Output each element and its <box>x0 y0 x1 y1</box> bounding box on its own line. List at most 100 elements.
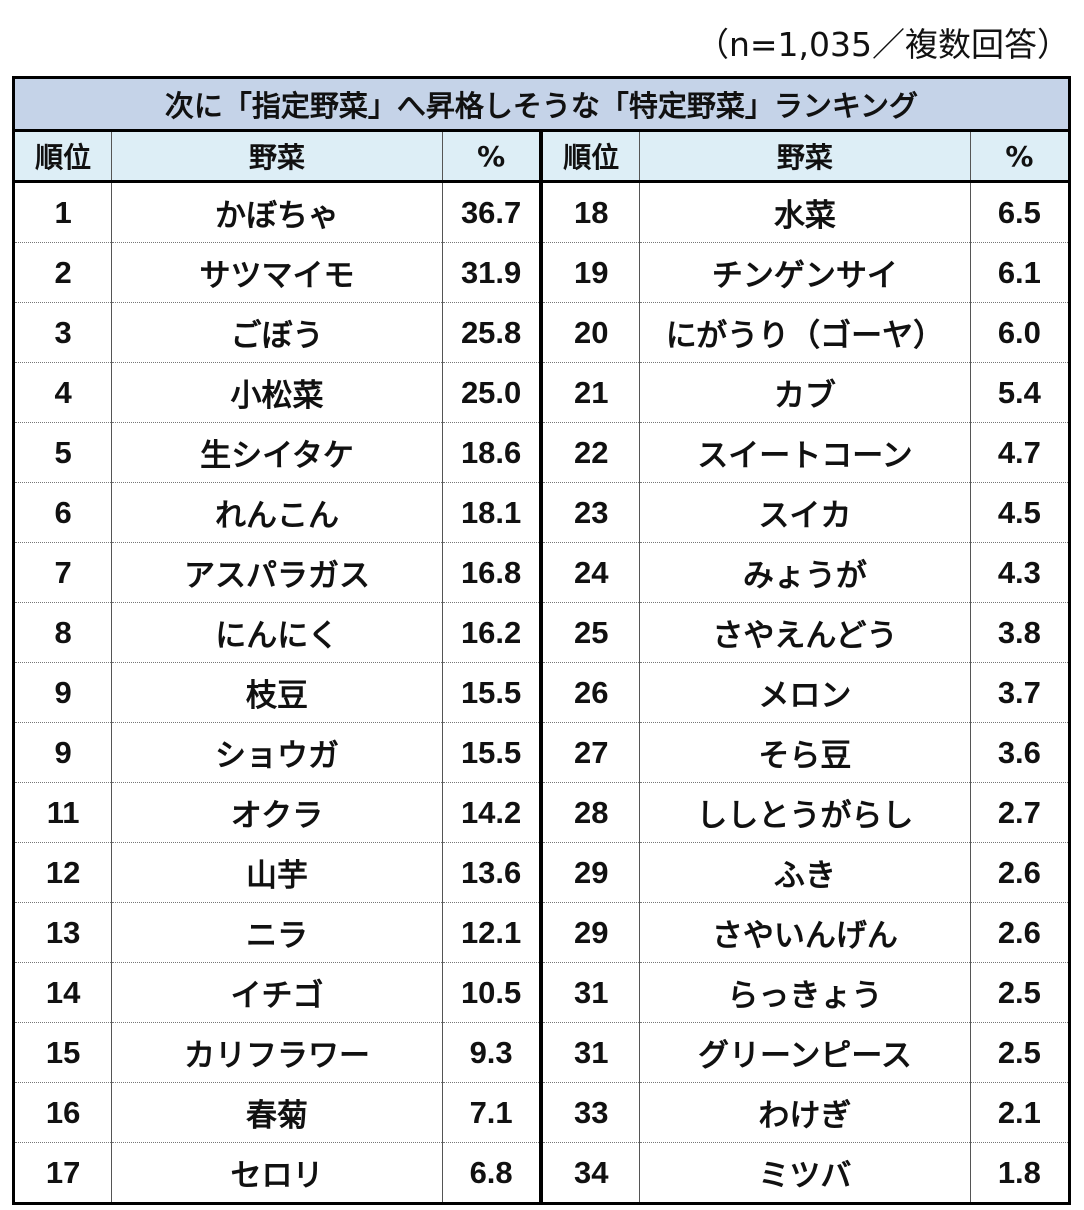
rank-cell: 25 <box>539 602 640 663</box>
percent-cell: 2.6 <box>969 842 1072 903</box>
table-row: 12 山芋 13.6 29 ふき 2.6 <box>11 842 1072 903</box>
vegetable-cell: にがうり（ゴーヤ） <box>639 302 971 363</box>
rank-cell: 4 <box>11 362 112 423</box>
table-row: 7 アスパラガス 16.8 24 みょうが 4.3 <box>11 542 1072 603</box>
vegetable-cell: さやえんどう <box>639 602 971 663</box>
table-row: 1 かぼちゃ 36.7 18 水菜 6.5 <box>11 181 1072 243</box>
percent-cell: 25.8 <box>441 302 542 363</box>
table-row: 17 セロリ 6.8 34 ミツバ 1.8 <box>11 1142 1072 1205</box>
header-rank-left: 順位 <box>11 129 112 183</box>
rank-cell: 14 <box>11 962 112 1023</box>
rank-cell: 20 <box>539 302 640 363</box>
percent-cell: 6.8 <box>441 1142 542 1205</box>
vegetable-cell: スイートコーン <box>639 422 971 483</box>
percent-cell: 4.7 <box>969 422 1072 483</box>
rank-cell: 11 <box>11 782 112 843</box>
header-rank-right: 順位 <box>539 129 640 183</box>
rank-cell: 5 <box>11 422 112 483</box>
percent-cell: 25.0 <box>441 362 542 423</box>
rank-cell: 29 <box>539 902 640 963</box>
percent-cell: 2.1 <box>969 1082 1072 1143</box>
rank-cell: 2 <box>11 242 112 303</box>
percent-cell: 18.6 <box>441 422 542 483</box>
table-row: 6 れんこん 18.1 23 スイカ 4.5 <box>11 482 1072 543</box>
table-row: 16 春菊 7.1 33 わけぎ 2.1 <box>11 1082 1072 1143</box>
rank-cell: 1 <box>11 181 112 243</box>
percent-cell: 7.1 <box>441 1082 542 1143</box>
vegetable-cell: ショウガ <box>111 722 443 783</box>
percent-cell: 2.5 <box>969 1022 1072 1083</box>
percent-cell: 5.4 <box>969 362 1072 423</box>
percent-cell: 15.5 <box>441 662 542 723</box>
rank-cell: 8 <box>11 602 112 663</box>
table-row: 11 オクラ 14.2 28 ししとうがらし 2.7 <box>11 782 1072 843</box>
percent-cell: 12.1 <box>441 902 542 963</box>
vegetable-cell: 水菜 <box>639 181 971 243</box>
vegetable-cell: チンゲンサイ <box>639 242 971 303</box>
rank-cell: 21 <box>539 362 640 423</box>
vegetable-cell: わけぎ <box>639 1082 971 1143</box>
sample-size-note: （n=1,035／複数回答） <box>695 25 1070 64</box>
rank-cell: 31 <box>539 962 640 1023</box>
table-row: 2 サツマイモ 31.9 19 チンゲンサイ 6.1 <box>11 242 1072 303</box>
table-row: 8 にんにく 16.2 25 さやえんどう 3.8 <box>11 602 1072 663</box>
percent-cell: 3.8 <box>969 602 1072 663</box>
rank-cell: 12 <box>11 842 112 903</box>
table-title-row: 次に「指定野菜」へ昇格しそうな「特定野菜」ランキング <box>12 76 1071 132</box>
vegetable-cell: ふき <box>639 842 971 903</box>
percent-cell: 18.1 <box>441 482 542 543</box>
table-row: 9 ショウガ 15.5 27 そら豆 3.6 <box>11 722 1072 783</box>
vegetable-cell: ミツバ <box>639 1142 971 1205</box>
vegetable-cell: にんにく <box>111 602 443 663</box>
header-percent-right: % <box>969 129 1072 183</box>
rank-cell: 26 <box>539 662 640 723</box>
percent-cell: 16.2 <box>441 602 542 663</box>
rank-cell: 28 <box>539 782 640 843</box>
percent-cell: 2.7 <box>969 782 1072 843</box>
percent-cell: 2.6 <box>969 902 1072 963</box>
rank-cell: 31 <box>539 1022 640 1083</box>
rank-cell: 15 <box>11 1022 112 1083</box>
rank-cell: 6 <box>11 482 112 543</box>
rank-cell: 24 <box>539 542 640 603</box>
rank-cell: 19 <box>539 242 640 303</box>
percent-cell: 13.6 <box>441 842 542 903</box>
vegetable-cell: 枝豆 <box>111 662 443 723</box>
vegetable-cell: みょうが <box>639 542 971 603</box>
vegetable-cell: かぼちゃ <box>111 181 443 243</box>
rank-cell: 7 <box>11 542 112 603</box>
table-row: 15 カリフラワー 9.3 31 グリーンピース 2.5 <box>11 1022 1072 1083</box>
percent-cell: 2.5 <box>969 962 1072 1023</box>
vegetable-cell: 山芋 <box>111 842 443 903</box>
vegetable-cell: グリーンピース <box>639 1022 971 1083</box>
rank-cell: 33 <box>539 1082 640 1143</box>
rank-cell: 16 <box>11 1082 112 1143</box>
percent-cell: 36.7 <box>441 181 542 243</box>
vegetable-cell: 生シイタケ <box>111 422 443 483</box>
vegetable-cell: セロリ <box>111 1142 443 1205</box>
percent-cell: 16.8 <box>441 542 542 603</box>
percent-cell: 6.5 <box>969 181 1072 243</box>
rank-cell: 3 <box>11 302 112 363</box>
table-title: 次に「指定野菜」へ昇格しそうな「特定野菜」ランキング <box>12 76 1071 132</box>
vegetable-cell: 小松菜 <box>111 362 443 423</box>
column-header-row: 順位 野菜 % 順位 野菜 % <box>11 129 1072 183</box>
vegetable-cell: ニラ <box>111 902 443 963</box>
table-row: 14 イチゴ 10.5 31 らっきょう 2.5 <box>11 962 1072 1023</box>
rank-cell: 22 <box>539 422 640 483</box>
vegetable-cell: オクラ <box>111 782 443 843</box>
table-row: 9 枝豆 15.5 26 メロン 3.7 <box>11 662 1072 723</box>
table-row: 13 ニラ 12.1 29 さやいんげん 2.6 <box>11 902 1072 963</box>
header-vegetable-right: 野菜 <box>639 129 971 183</box>
percent-cell: 4.3 <box>969 542 1072 603</box>
rank-cell: 18 <box>539 181 640 243</box>
vegetable-cell: れんこん <box>111 482 443 543</box>
ranking-table-container: 次に「指定野菜」へ昇格しそうな「特定野菜」ランキング 順位 野菜 % 順位 野菜… <box>11 76 1072 1205</box>
vegetable-cell: メロン <box>639 662 971 723</box>
percent-cell: 6.1 <box>969 242 1072 303</box>
rank-cell: 29 <box>539 842 640 903</box>
rank-cell: 23 <box>539 482 640 543</box>
vegetable-cell: イチゴ <box>111 962 443 1023</box>
percent-cell: 1.8 <box>969 1142 1072 1205</box>
vegetable-cell: そら豆 <box>639 722 971 783</box>
